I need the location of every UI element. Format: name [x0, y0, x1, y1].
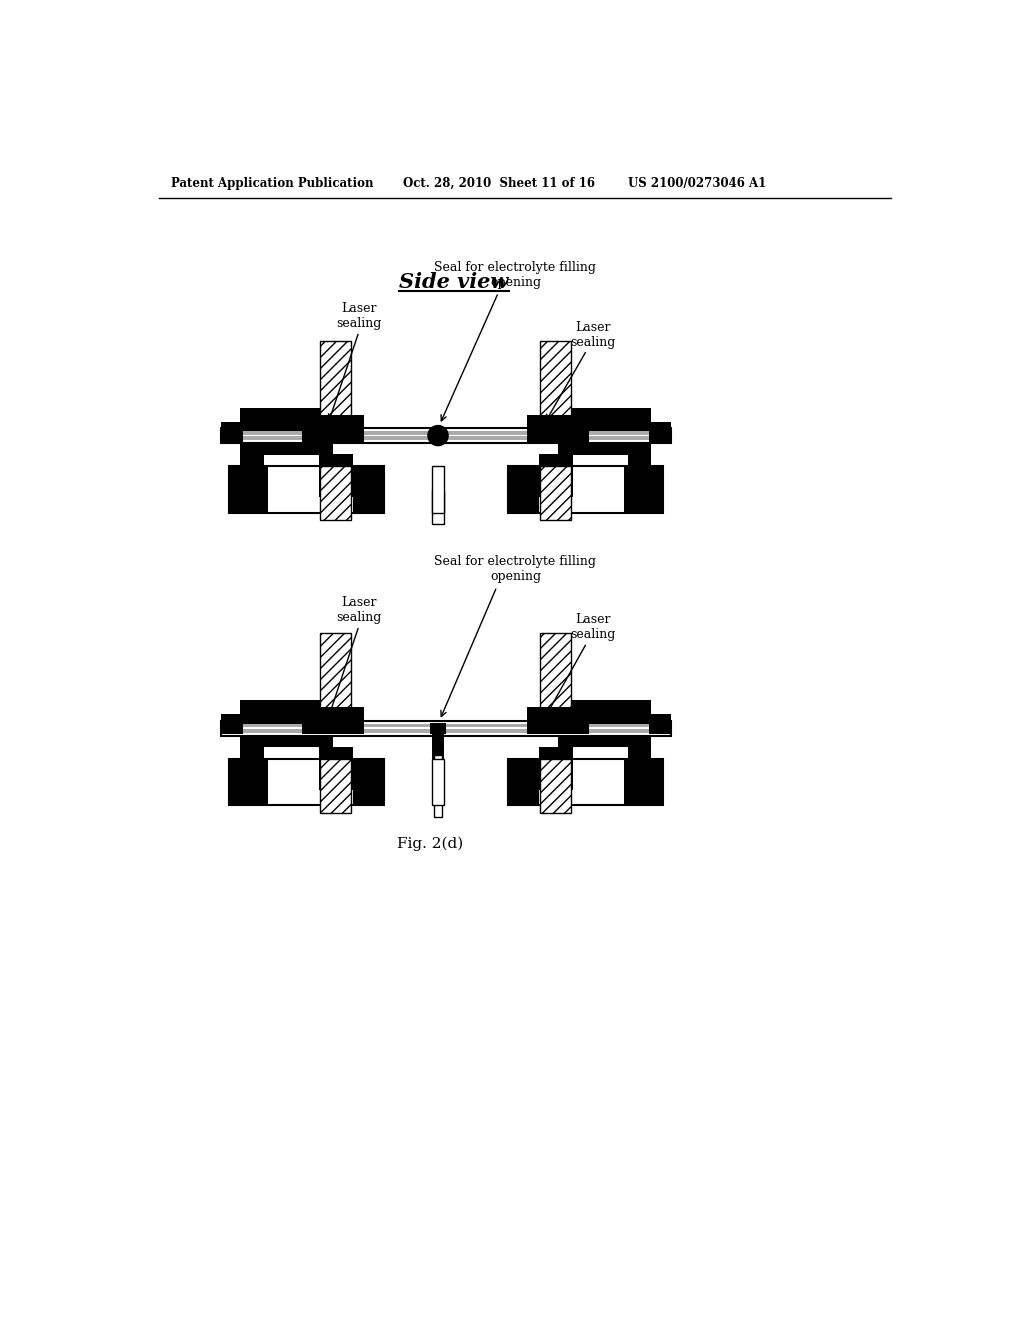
- Bar: [221, 714, 243, 734]
- Bar: [628, 747, 651, 760]
- Bar: [541, 341, 571, 429]
- Bar: [649, 714, 671, 734]
- Text: Laser
sealing: Laser sealing: [570, 321, 615, 348]
- Bar: [321, 634, 351, 722]
- Bar: [318, 747, 352, 789]
- Bar: [539, 747, 572, 789]
- Bar: [302, 414, 365, 442]
- Bar: [508, 466, 663, 512]
- Bar: [432, 490, 444, 524]
- Text: Side view: Side view: [398, 272, 508, 292]
- Bar: [321, 759, 351, 813]
- Text: Fig. 2(d): Fig. 2(d): [397, 837, 464, 851]
- Bar: [628, 759, 651, 805]
- Bar: [558, 442, 651, 455]
- Bar: [649, 422, 671, 442]
- Bar: [228, 466, 384, 512]
- Bar: [321, 341, 351, 429]
- Bar: [222, 729, 669, 733]
- Bar: [241, 735, 334, 747]
- Text: US 2100/0273046 A1: US 2100/0273046 A1: [628, 177, 766, 190]
- Text: Laser
sealing: Laser sealing: [336, 597, 382, 624]
- Bar: [222, 432, 669, 434]
- Bar: [432, 759, 444, 805]
- Bar: [628, 455, 651, 467]
- Bar: [321, 466, 351, 520]
- Bar: [228, 759, 384, 805]
- Bar: [432, 466, 444, 512]
- Bar: [432, 759, 444, 805]
- Bar: [558, 735, 651, 747]
- Bar: [624, 466, 663, 512]
- Bar: [221, 422, 243, 442]
- Text: Seal for electrolyte filling
opening: Seal for electrolyte filling opening: [434, 556, 597, 583]
- Bar: [628, 466, 651, 512]
- Bar: [508, 759, 663, 805]
- Bar: [241, 408, 334, 430]
- Bar: [221, 721, 671, 737]
- Bar: [430, 723, 445, 734]
- Bar: [222, 723, 669, 727]
- Bar: [318, 454, 352, 498]
- Bar: [539, 454, 572, 498]
- Bar: [432, 466, 444, 512]
- Bar: [241, 442, 334, 455]
- Bar: [624, 759, 663, 805]
- Bar: [508, 466, 539, 512]
- Bar: [221, 428, 671, 444]
- Bar: [241, 759, 263, 805]
- Bar: [541, 466, 571, 520]
- Bar: [302, 708, 365, 734]
- Bar: [241, 455, 263, 467]
- Bar: [228, 466, 267, 512]
- Bar: [508, 759, 539, 805]
- Bar: [222, 437, 669, 441]
- Bar: [558, 408, 651, 430]
- Bar: [558, 701, 651, 723]
- Bar: [541, 634, 571, 722]
- Bar: [541, 759, 571, 813]
- Bar: [434, 755, 442, 817]
- Bar: [527, 414, 589, 442]
- Bar: [228, 759, 267, 805]
- Text: Seal for electrolyte filling
opening: Seal for electrolyte filling opening: [434, 261, 597, 289]
- Text: Oct. 28, 2010  Sheet 11 of 16: Oct. 28, 2010 Sheet 11 of 16: [403, 177, 595, 190]
- Bar: [241, 701, 334, 723]
- Bar: [352, 759, 384, 805]
- Text: Laser
sealing: Laser sealing: [570, 614, 615, 642]
- Bar: [527, 708, 589, 734]
- Bar: [352, 466, 384, 512]
- Bar: [432, 731, 444, 799]
- Circle shape: [428, 425, 449, 446]
- Text: Laser
sealing: Laser sealing: [336, 302, 382, 330]
- Bar: [241, 466, 263, 512]
- Text: Patent Application Publication: Patent Application Publication: [171, 177, 373, 190]
- Bar: [241, 747, 263, 760]
